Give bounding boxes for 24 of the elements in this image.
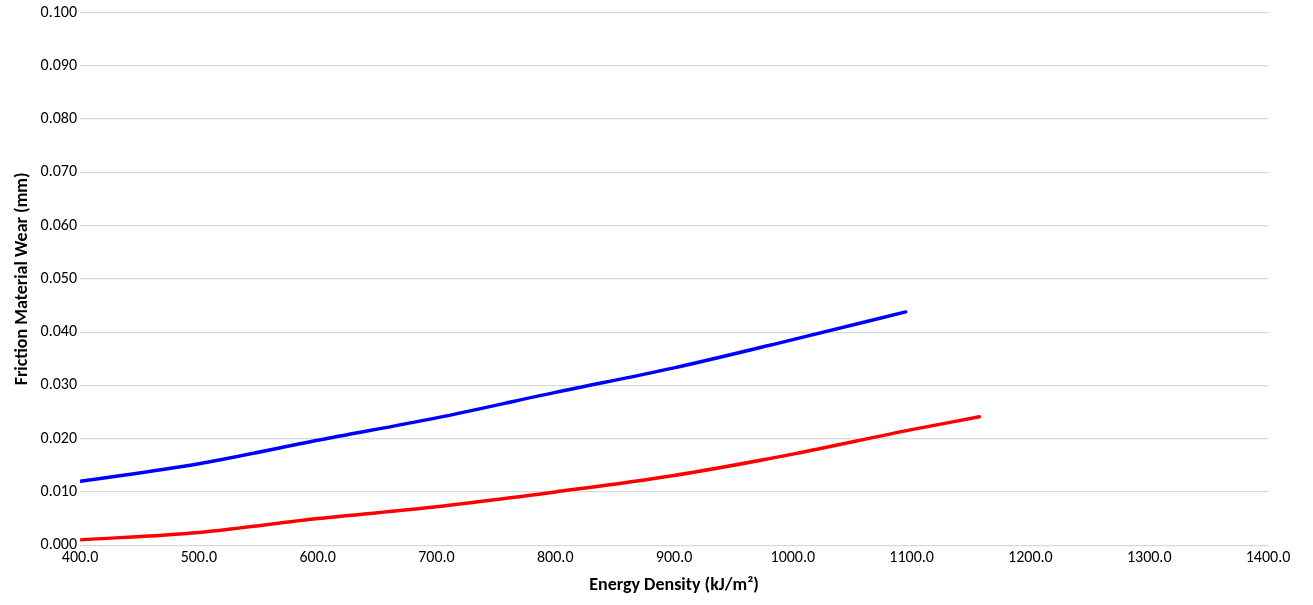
line-series <box>80 415 982 542</box>
y-tick-label: 0.050 <box>40 267 78 287</box>
x-tick-label: 600.0 <box>299 546 336 566</box>
y-tick-label: 0.010 <box>40 480 78 500</box>
x-tick-label: 1100.0 <box>889 546 934 566</box>
y-tick-label: 0.020 <box>40 427 78 447</box>
x-tick-label: 1400.0 <box>1245 546 1291 566</box>
y-tick-label: 0.030 <box>40 374 78 394</box>
line-series <box>80 310 908 484</box>
y-tick-label: 0.070 <box>40 161 78 181</box>
y-tick-label: 0.060 <box>40 214 78 234</box>
x-tick-label: 1000.0 <box>770 546 816 566</box>
y-tick-label: 0.100 <box>40 1 78 21</box>
x-axis-title: Energy Density (kJ/m²) <box>589 572 759 595</box>
y-tick-label: 0.080 <box>40 108 78 128</box>
x-tick-label: 800.0 <box>537 546 574 566</box>
x-tick-label: 700.0 <box>418 546 455 566</box>
y-tick-label: 0.090 <box>40 54 78 74</box>
x-tick-label: 1200.0 <box>1008 546 1053 566</box>
y-axis-title: Friction Material Wear (mm) <box>10 172 33 386</box>
y-tick-label: 0.040 <box>40 321 78 341</box>
x-tick-label: 900.0 <box>655 546 693 566</box>
x-tick-label: 500.0 <box>180 546 218 566</box>
x-tick-label: 1300.0 <box>1126 546 1172 566</box>
